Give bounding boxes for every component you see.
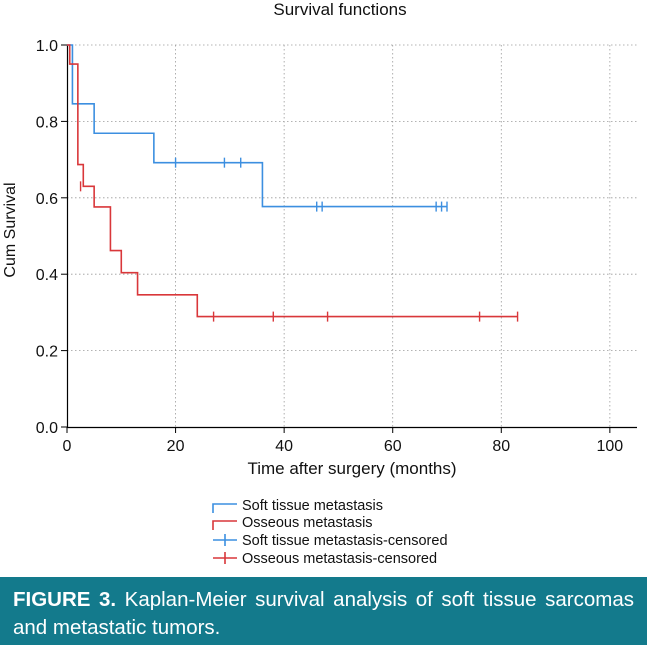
x-tick-label-3: 60 [384,438,402,455]
legend-label-osseous-censored: Osseous metastasis-censored [242,551,437,567]
legend-symbol-osseous-step [212,520,237,530]
axes [66,45,637,429]
y-tick-label-0: 0.0 [36,420,58,437]
legend-symbol-soft-censored [213,534,237,546]
legend-symbol-osseous-censored [213,552,237,564]
figure-caption: FIGURE 3. Kaplan-Meier survival analysis… [0,577,647,645]
chart-background [0,0,647,577]
legend-label-soft-censored: Soft tissue metastasis-censored [242,533,448,549]
chart-title: Survival functions [273,0,406,19]
x-tick-label-5: 100 [597,438,624,455]
legend-item-soft-censored: Soft tissue metastasis-censored [213,533,448,549]
x-tick-label-0: 0 [63,438,72,455]
y-tick-label-3: 0.6 [36,191,58,208]
legend: Soft tissue metastasis Osseous metastasi… [212,498,448,567]
y-ticks: 0.0 0.2 0.4 0.6 0.8 1.0 [36,38,67,437]
x-axis-label: Time after surgery (months) [247,459,456,478]
y-axis-label: Cum Survival [2,182,19,277]
x-ticks: 0 20 40 60 80 100 [63,427,624,455]
legend-label-osseous: Osseous metastasis [242,515,373,531]
legend-item-osseous: Osseous metastasis [212,515,373,531]
series-line-soft [67,44,447,208]
y-tick-label-4: 0.8 [36,114,58,131]
y-tick-label-2: 0.4 [36,267,58,284]
survival-chart: Survival functions 0 20 40 60 80 100 0.00.20.… [0,0,647,577]
legend-symbol-soft-step [212,503,237,513]
figure-caption-text: Kaplan-Meier survival analysis of soft t… [13,588,634,639]
series-line-osseous [67,44,518,318]
y-tick-label-5: 1.0 [36,38,58,55]
y-tick-label-1: 0.2 [36,344,58,361]
grid-lines [67,44,637,427]
x-tick-label-1: 20 [167,438,185,455]
figure-label: FIGURE 3. [13,588,117,611]
legend-item-soft: Soft tissue metastasis [212,498,383,514]
legend-label-soft: Soft tissue metastasis [242,498,383,514]
series-group [67,44,519,322]
legend-item-osseous-censored: Osseous metastasis-censored [213,551,437,567]
x-tick-label-2: 40 [275,438,293,455]
x-tick-label-4: 80 [492,438,510,455]
